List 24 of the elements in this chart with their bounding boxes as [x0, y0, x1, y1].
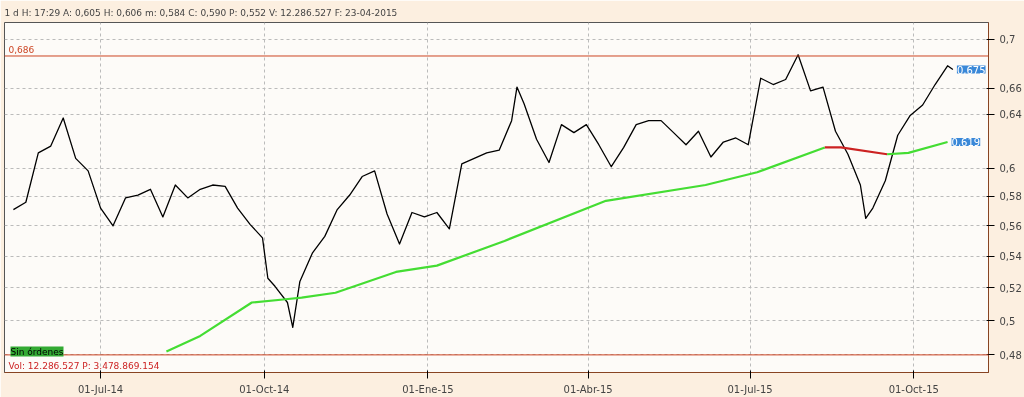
chart-title: 1 d H: 17:29 A: 0,605 H: 0,606 m: 0,584 C: 0,590 P: 0,552 V: 12.286.527 F: 23-04-2015: [4, 7, 398, 18]
line-series: [165, 146, 826, 353]
y-tick-label: 0,48: [999, 349, 1022, 361]
x-tick-label: 01-Ene-15: [402, 383, 454, 395]
y-tick-label: 0,7: [999, 34, 1016, 46]
y-tick-label: 0,66: [999, 83, 1022, 95]
y-tick-label: 0,54: [999, 251, 1022, 263]
annotation: 0,619: [951, 137, 981, 149]
ref-line-label: 0,686: [8, 44, 35, 55]
annotation: Sin órdenes: [10, 346, 64, 357]
y-tick-label: 0,52: [999, 282, 1022, 294]
x-tick-label: 01-Abr-15: [563, 383, 613, 395]
y-tick-label: 0,5: [999, 315, 1016, 327]
x-tick-label: 01-Oct-15: [888, 383, 939, 395]
x-tick-label: 01-Jul-14: [77, 383, 124, 395]
line-series: [12, 54, 954, 329]
x-tick-label: 01-Jul-15: [727, 383, 773, 395]
y-tick-label: 0,56: [999, 220, 1022, 232]
y-tick-label: 0,6: [999, 163, 1016, 175]
annotation: Vol: 12.286.527 P: 3.478.869.154: [8, 360, 160, 371]
y-tick-label: 0,58: [999, 191, 1022, 203]
annotation: 0,675: [956, 64, 986, 76]
x-tick-label: 01-Oct-14: [239, 383, 290, 395]
y-tick-label: 0,64: [999, 109, 1022, 121]
